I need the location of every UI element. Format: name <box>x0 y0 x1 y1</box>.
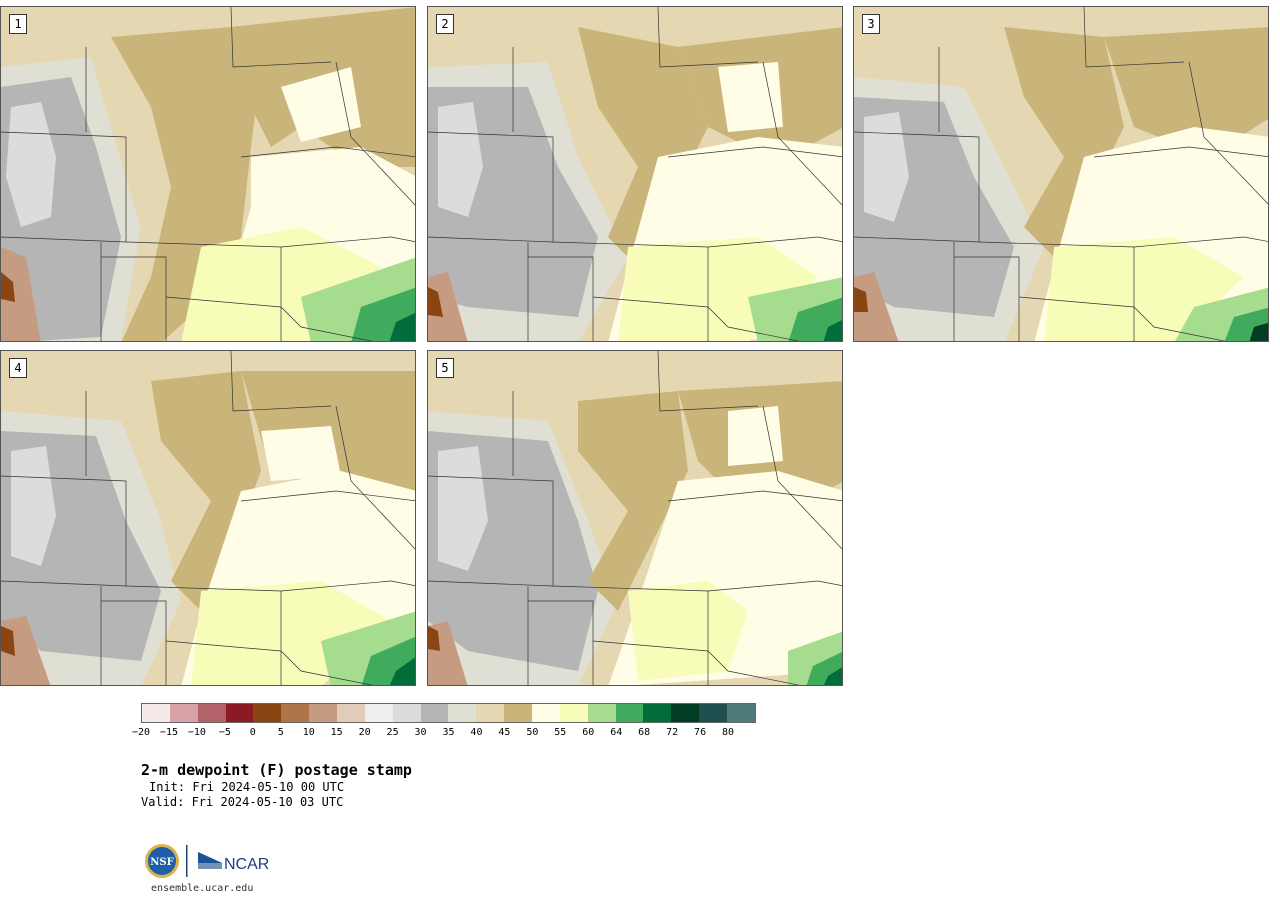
colorbar-swatch <box>532 704 560 722</box>
dewpoint-map-3 <box>854 7 1268 341</box>
colorbar-swatch <box>671 704 700 722</box>
colorbar-swatch <box>225 704 254 722</box>
panel-label: 5 <box>436 358 454 378</box>
colorbar-tick-label: 72 <box>666 727 679 738</box>
colorbar-tick-label: 76 <box>694 727 707 738</box>
map-panel-1[interactable]: 1 <box>0 6 416 342</box>
colorbar-swatch <box>309 704 338 722</box>
dewpoint-map-5 <box>428 351 842 685</box>
colorbar-tick-label: −10 <box>187 727 206 738</box>
colorbar-swatch <box>253 704 282 722</box>
colorbar-swatch <box>337 704 365 722</box>
ncar-logo-text: NCAR <box>224 856 269 873</box>
colorbar-swatch <box>169 704 198 722</box>
ncar-logo: NCAR <box>198 852 269 873</box>
colorbar-tick-label: −20 <box>131 727 151 738</box>
colorbar-tick-label: 50 <box>526 727 539 738</box>
site-url: ensemble.ucar.edu <box>151 883 254 894</box>
colorbar-swatch <box>699 704 728 722</box>
colorbar-tick-label: 40 <box>470 727 483 738</box>
logos: NSF NCAR <box>144 843 274 879</box>
map-panel-5[interactable]: 5 <box>427 350 843 686</box>
colorbar-tick-label: 68 <box>638 727 651 738</box>
panel-label: 1 <box>9 14 27 34</box>
valid-time: Valid: Fri 2024-05-10 03 UTC <box>141 795 344 809</box>
map-panel-4[interactable]: 4 <box>0 350 416 686</box>
colorbar-tick-label: −15 <box>159 727 178 738</box>
colorbar-tick-label: 20 <box>358 727 371 738</box>
colorbar-ticks: −20 −15 −10 −5 0 5 10 15 20 25 30 35 40 45 50 55 60 64 68 7… <box>132 727 756 741</box>
colorbar-tick-label: 60 <box>582 727 595 738</box>
colorbar-tick-label: −5 <box>218 727 231 738</box>
colorbar-swatch <box>420 704 449 722</box>
colorbar-swatch <box>643 704 672 722</box>
dewpoint-map-4 <box>1 351 415 685</box>
colorbar-tick-label: 30 <box>414 727 427 738</box>
panel-label: 3 <box>862 14 880 34</box>
nsf-logo: NSF <box>145 844 179 878</box>
colorbar-swatch <box>504 704 533 722</box>
panel-label: 2 <box>436 14 454 34</box>
colorbar-tick-label: 25 <box>386 727 399 738</box>
map-panel-3[interactable]: 3 <box>853 6 1269 342</box>
colorbar-swatch <box>142 704 170 722</box>
colorbar-tick-label: 45 <box>498 727 511 738</box>
dewpoint-map-2 <box>428 7 842 341</box>
colorbar-swatch <box>392 704 421 722</box>
colorbar-tick-label: 10 <box>302 727 315 738</box>
chart-title: 2-m dewpoint (F) postage stamp <box>141 761 412 779</box>
colorbar-tick-label: 15 <box>330 727 343 738</box>
colorbar-swatch <box>448 704 477 722</box>
colorbar-swatch <box>559 704 588 722</box>
colorbar-tick-label: 80 <box>722 727 735 738</box>
panel-label: 4 <box>9 358 27 378</box>
init-time: Init: Fri 2024-05-10 00 UTC <box>149 780 345 794</box>
nsf-logo-text: NSF <box>150 857 173 868</box>
colorbar-tick-label: 5 <box>277 727 284 738</box>
colorbar-swatch <box>476 704 505 722</box>
colorbar-tick-label: 0 <box>249 727 256 738</box>
colorbar-swatch <box>364 704 393 722</box>
dewpoint-map-1 <box>1 7 415 341</box>
map-panel-2[interactable]: 2 <box>427 6 843 342</box>
colorbar-swatch <box>615 704 644 722</box>
colorbar-tick-label: 35 <box>442 727 455 738</box>
colorbar-tick-label: 64 <box>610 727 623 738</box>
colorbar-swatch <box>197 704 226 722</box>
colorbar-swatch <box>281 704 310 722</box>
colorbar <box>141 703 756 723</box>
colorbar-swatch <box>587 704 616 722</box>
colorbar-tick-label: 55 <box>554 727 567 738</box>
colorbar-swatch <box>727 704 755 722</box>
